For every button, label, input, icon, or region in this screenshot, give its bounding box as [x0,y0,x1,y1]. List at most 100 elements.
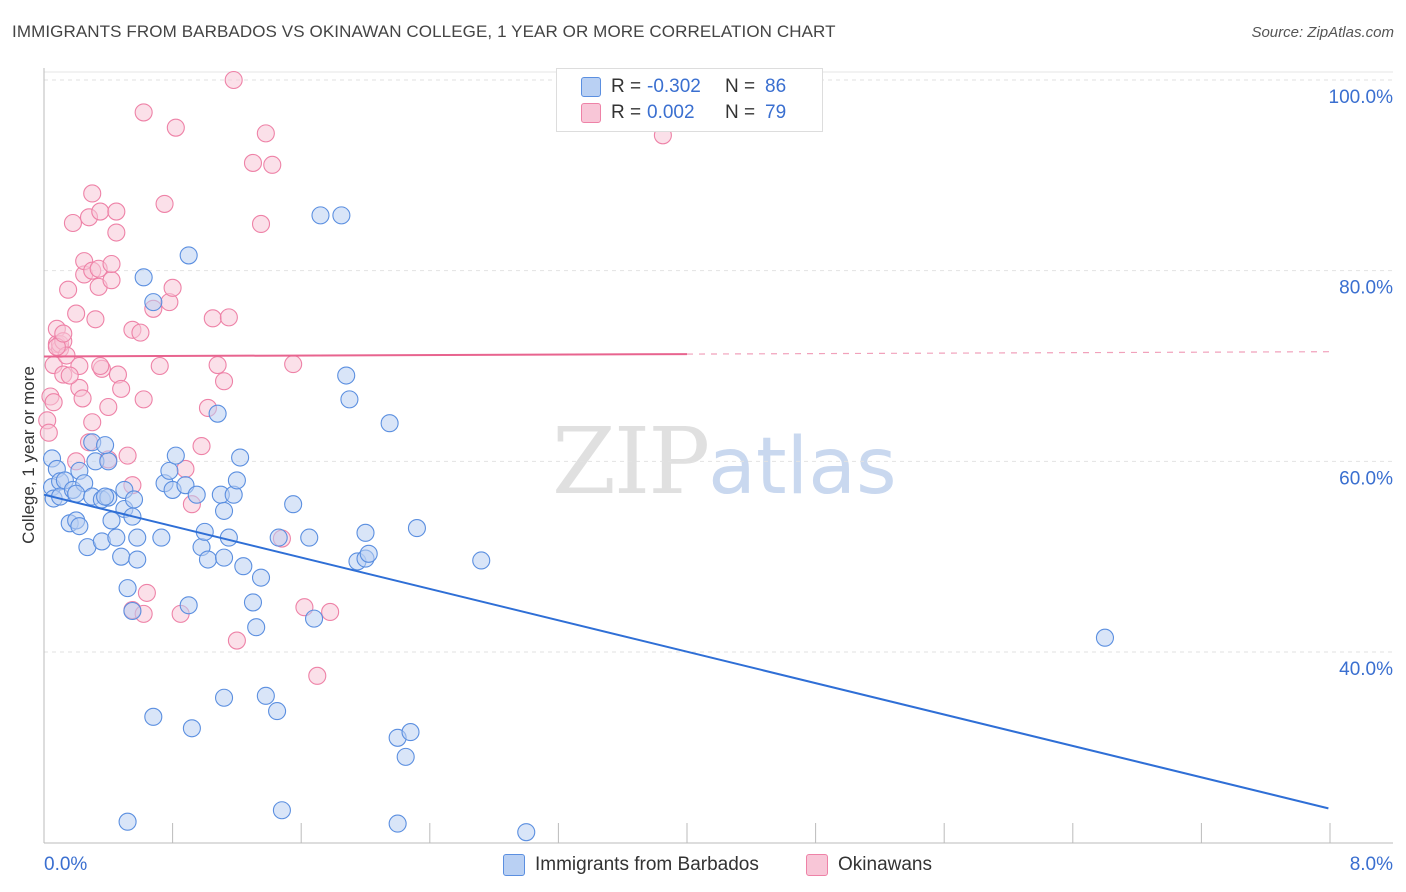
okinawans-point [83,184,102,203]
r-label: R = [611,102,642,123]
barbados-point [311,206,330,225]
barbados-point [118,579,137,598]
barbados-point [112,547,131,566]
barbados-point [256,686,275,705]
y-tick-label: 100.0% [1329,87,1394,108]
okinawans-trend-line-extension [686,351,1331,355]
y-axis-label: College, 1 year or more [19,366,38,544]
barbados-point [401,723,420,742]
okinawans-point [44,393,63,412]
barbados-point [198,550,218,569]
barbados-point [243,593,263,612]
okinawans-point [163,278,182,297]
okinawans-point [134,390,153,409]
barbados-point [269,528,288,547]
chart-title: IMMIGRANTS FROM BARBADOS VS OKINAWAN COL… [12,22,836,41]
okinawans-point [39,423,58,442]
barbados-point [284,495,303,514]
okinawans-point [256,124,275,143]
barbados-point [251,568,271,587]
barbados-point [359,544,378,563]
x-tick-label-max: 8.0% [1350,854,1393,875]
barbados-point [123,601,142,621]
y-tick-label: 60.0% [1339,468,1393,489]
barbados-point [182,719,201,738]
barbados-point [144,293,163,312]
barbados-point [144,707,163,726]
barbados-point [118,812,137,831]
okinawans-point [112,379,131,398]
barbados-point [96,436,115,455]
barbados-point [272,801,291,820]
r-value: 0.002 [647,102,695,123]
barbados-point [396,747,415,766]
okinawans-point [102,271,121,290]
blue-swatch [581,77,601,97]
okinawans-point [192,437,211,456]
barbados-point [96,487,115,506]
okinawans-point [118,446,137,465]
okinawans-point [137,583,156,602]
okinawans-point [107,202,126,221]
okinawans-point [155,194,174,213]
okinawans-point [107,223,126,242]
n-label: N = [725,102,756,123]
okinawans-point [166,118,185,137]
okinawans-trend-line [43,353,688,358]
n-value: 86 [765,76,787,97]
barbados-trend-line [43,493,1329,810]
r-label: R = [611,76,642,97]
pink-swatch [581,103,601,123]
legend-row-okinawans: R = 0.002 N = 79 [581,100,786,126]
okinawans-point [308,666,327,685]
okinawans-point [83,413,102,432]
legend-row-barbados: R = -0.302 N = 86 [581,74,786,100]
okinawans-point [54,324,73,343]
pink-swatch [806,854,828,876]
barbados-point [472,551,491,570]
okinawans-point [59,280,78,299]
barbados-point [1095,628,1114,647]
barbados-point [234,557,253,576]
okinawans-point [73,389,92,408]
r-value: -0.302 [647,76,701,97]
okinawans-point [86,310,105,329]
watermark-atlas: atlas [708,422,897,512]
okinawans-point [251,214,271,234]
okinawans-point [67,304,86,323]
barbados-point [380,414,399,433]
legend-label-barbados: Immigrants from Barbados [535,854,759,875]
barbados-point [305,609,324,628]
n-label: N = [725,76,756,97]
okinawans-point [214,372,234,391]
okinawans-point [284,355,303,374]
barbados-point [332,206,351,225]
bottom-legend-barbados[interactable]: Immigrants from Barbados [503,852,759,878]
barbados-point [152,528,171,547]
barbados-points [42,206,1114,842]
okinawans-point [227,631,246,650]
bottom-legend-okinawans[interactable]: Okinawans [806,852,932,878]
barbados-point [388,814,407,833]
barbados-point [231,448,250,467]
barbados-point [337,366,356,385]
barbados-point [214,548,234,567]
barbados-point [268,702,287,721]
barbados-point [107,528,126,547]
source-label: Source: ZipAtlas.com [1251,24,1394,41]
okinawans-point [224,70,243,90]
barbados-point [179,246,198,265]
barbados-point [179,596,198,615]
barbados-point [99,452,118,471]
barbados-point [340,390,359,409]
barbados-point [128,528,147,547]
barbados-point [187,485,206,504]
barbados-point [208,404,227,423]
okinawans-point [99,397,118,417]
x-tick-label-min: 0.0% [44,854,87,875]
barbados-point [407,519,426,538]
okinawans-point [134,103,153,122]
barbados-point [214,501,234,520]
trend-lines [43,351,1331,810]
okinawans-point [102,254,121,274]
